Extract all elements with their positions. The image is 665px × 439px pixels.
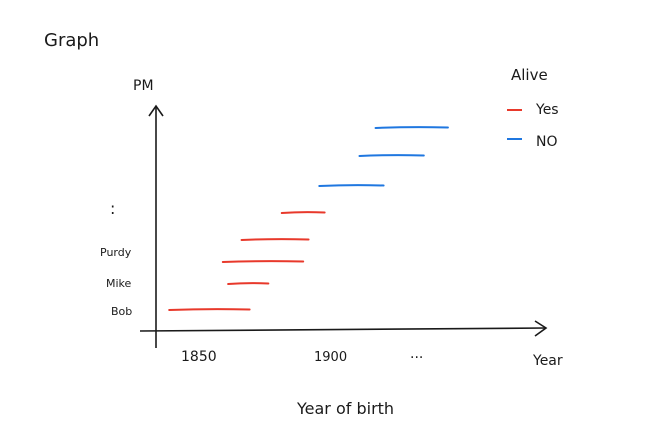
y-category-label-purdy: Purdy [100, 246, 132, 259]
lifespan-segment [221, 260, 305, 263]
x-tick-label-1900: 1900 [314, 350, 347, 365]
y-category-label-bob: Bob [111, 305, 132, 318]
lifespan-segment [374, 126, 449, 129]
y-axis-label: PM [133, 78, 154, 94]
lifespan-segment [280, 211, 326, 214]
y-axis-arrow-icon [148, 104, 164, 117]
x-tick-label-1850: 1850 [181, 349, 217, 365]
legend-label-no: NO [536, 134, 558, 150]
lifespan-segments [168, 126, 449, 311]
y-category-label-mike: Mike [106, 277, 132, 290]
x-axis [139, 327, 547, 332]
legend-label-yes: Yes [535, 102, 559, 118]
lifespan-segment [358, 154, 425, 157]
lifespan-segment [168, 308, 251, 311]
x-axis-arrow-icon [534, 320, 548, 337]
lifespan-segment [318, 184, 385, 187]
x-axis-caption: Year of birth [296, 399, 394, 418]
lifespan-segment [240, 238, 310, 241]
legend-title: Alive [511, 66, 548, 84]
x-axis-label: Year [532, 353, 563, 369]
x-tick-label-more: ... [410, 346, 423, 362]
lifespan-segment [227, 282, 270, 285]
graph-heading: Graph [44, 30, 99, 51]
y-category-label-more: : [110, 199, 115, 218]
